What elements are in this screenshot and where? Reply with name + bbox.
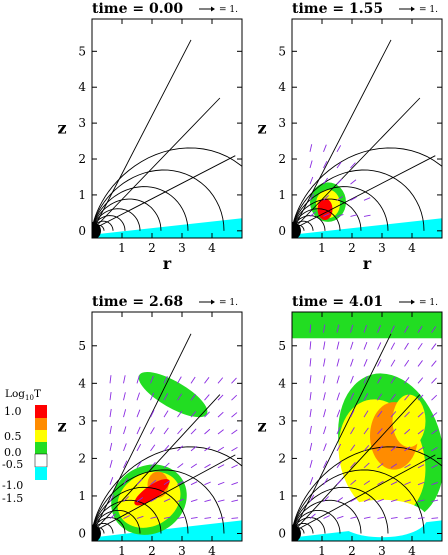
field-lines bbox=[92, 39, 242, 231]
panel-title: time = 2.68 bbox=[92, 294, 183, 310]
y-tick-label: 4 bbox=[278, 80, 286, 94]
y-tick-label: 4 bbox=[278, 376, 286, 390]
disk-region bbox=[95, 520, 242, 541]
panel-frame bbox=[291, 18, 443, 239]
scale-label: = 1. bbox=[419, 5, 438, 15]
panel-frame bbox=[91, 18, 243, 239]
x-axis-label: r bbox=[363, 254, 372, 273]
x-tick-label: 4 bbox=[408, 544, 416, 555]
y-tick-label: 1 bbox=[278, 489, 286, 503]
y-tick-label: 4 bbox=[78, 376, 86, 390]
x-tick-label: 4 bbox=[208, 544, 216, 555]
panel-2: 1 2 3 4 0 1 2 3 4 5 r z time = 1.55 = 1. bbox=[257, 1, 443, 273]
colorbar-label-4: -0.5 bbox=[2, 458, 23, 471]
x-tick-label: 4 bbox=[408, 241, 416, 255]
x-tick-label: 3 bbox=[178, 241, 186, 255]
velocity-vectors bbox=[309, 324, 439, 519]
y-tick-label: 3 bbox=[78, 116, 86, 130]
y-tick-label: 3 bbox=[278, 414, 286, 428]
panel-frame bbox=[91, 311, 243, 542]
colorbar-cyan bbox=[35, 467, 47, 480]
y-tick-label: 1 bbox=[78, 489, 86, 503]
colorbar-white bbox=[34, 453, 48, 468]
colorbar-label-1: 1.0 bbox=[4, 405, 22, 418]
colorbar-yellow bbox=[35, 430, 47, 442]
colorbar-label-2: 0.5 bbox=[4, 430, 22, 443]
y-tick-label: 0 bbox=[278, 224, 286, 238]
colorbar-legend: Log10T 1.0 0.5 0.0 -0.5 -1.0 -1.5 bbox=[2, 388, 48, 505]
temperature-map bbox=[310, 182, 346, 222]
y-tick-label: 5 bbox=[278, 339, 286, 353]
x-tick-label: 2 bbox=[348, 241, 356, 255]
x-tick-label: 2 bbox=[148, 241, 156, 255]
x-tick-label: 1 bbox=[118, 241, 126, 255]
colorbar-title: Log10T bbox=[5, 388, 41, 402]
y-tick-label: 2 bbox=[278, 451, 286, 465]
y-tick-label: 2 bbox=[278, 152, 286, 166]
y-axis-label: z bbox=[257, 417, 266, 436]
disk-region bbox=[95, 218, 242, 238]
panel-frame bbox=[291, 311, 443, 542]
y-tick-label: 0 bbox=[78, 224, 86, 238]
x-tick-label: 3 bbox=[378, 544, 386, 555]
velocity-vectors bbox=[109, 375, 239, 519]
y-tick-label: 0 bbox=[78, 526, 86, 540]
scale-label: = 1. bbox=[419, 298, 438, 308]
y-axis-label: z bbox=[57, 119, 66, 138]
star bbox=[92, 221, 101, 238]
y-axis-label: z bbox=[57, 417, 66, 436]
field-lines bbox=[292, 39, 442, 231]
x-tick-label: 4 bbox=[208, 241, 216, 255]
scale-label: = 1. bbox=[219, 298, 238, 308]
panel-title: time = 1.55 bbox=[292, 1, 383, 17]
y-tick-label: 0 bbox=[278, 526, 286, 540]
x-tick-label: 2 bbox=[148, 544, 156, 555]
x-tick-label: 1 bbox=[318, 544, 326, 555]
x-tick-label: 2 bbox=[348, 544, 356, 555]
colorbar-label-3: 0.0 bbox=[4, 446, 22, 459]
colorbar-label-6: -1.5 bbox=[2, 492, 23, 505]
colorbar-green bbox=[35, 442, 47, 454]
star bbox=[292, 221, 301, 238]
y-tick-label: 2 bbox=[78, 451, 86, 465]
panel-title: time = 0.00 bbox=[92, 1, 183, 17]
velocity-vectors bbox=[309, 144, 371, 217]
y-axis-label: z bbox=[257, 119, 266, 138]
x-tick-label: 3 bbox=[378, 241, 386, 255]
y-tick-label: 5 bbox=[78, 339, 86, 353]
y-tick-label: 1 bbox=[78, 188, 86, 202]
disk-region bbox=[295, 218, 442, 238]
x-tick-label: 1 bbox=[118, 544, 126, 555]
y-tick-label: 1 bbox=[278, 188, 286, 202]
panel-1: 1 2 3 4 0 1 2 3 4 5 r z time = 0.00 = 1. bbox=[57, 1, 243, 273]
y-tick-label: 2 bbox=[78, 152, 86, 166]
panel-title: time = 4.01 bbox=[292, 294, 383, 310]
x-tick-label: 1 bbox=[318, 241, 326, 255]
colorbar-label-5: -1.0 bbox=[2, 479, 23, 492]
colorbar-orange bbox=[35, 418, 47, 430]
star bbox=[92, 524, 101, 541]
y-tick-label: 3 bbox=[278, 116, 286, 130]
scale-label: = 1. bbox=[219, 5, 238, 15]
x-axis-label: r bbox=[163, 254, 172, 273]
y-tick-label: 3 bbox=[78, 414, 86, 428]
y-tick-label: 5 bbox=[278, 44, 286, 58]
star bbox=[292, 524, 301, 541]
y-tick-label: 4 bbox=[78, 80, 86, 94]
y-tick-label: 5 bbox=[78, 44, 86, 58]
temperature-map bbox=[111, 372, 208, 535]
x-tick-label: 3 bbox=[178, 544, 186, 555]
colorbar-red bbox=[35, 405, 47, 418]
